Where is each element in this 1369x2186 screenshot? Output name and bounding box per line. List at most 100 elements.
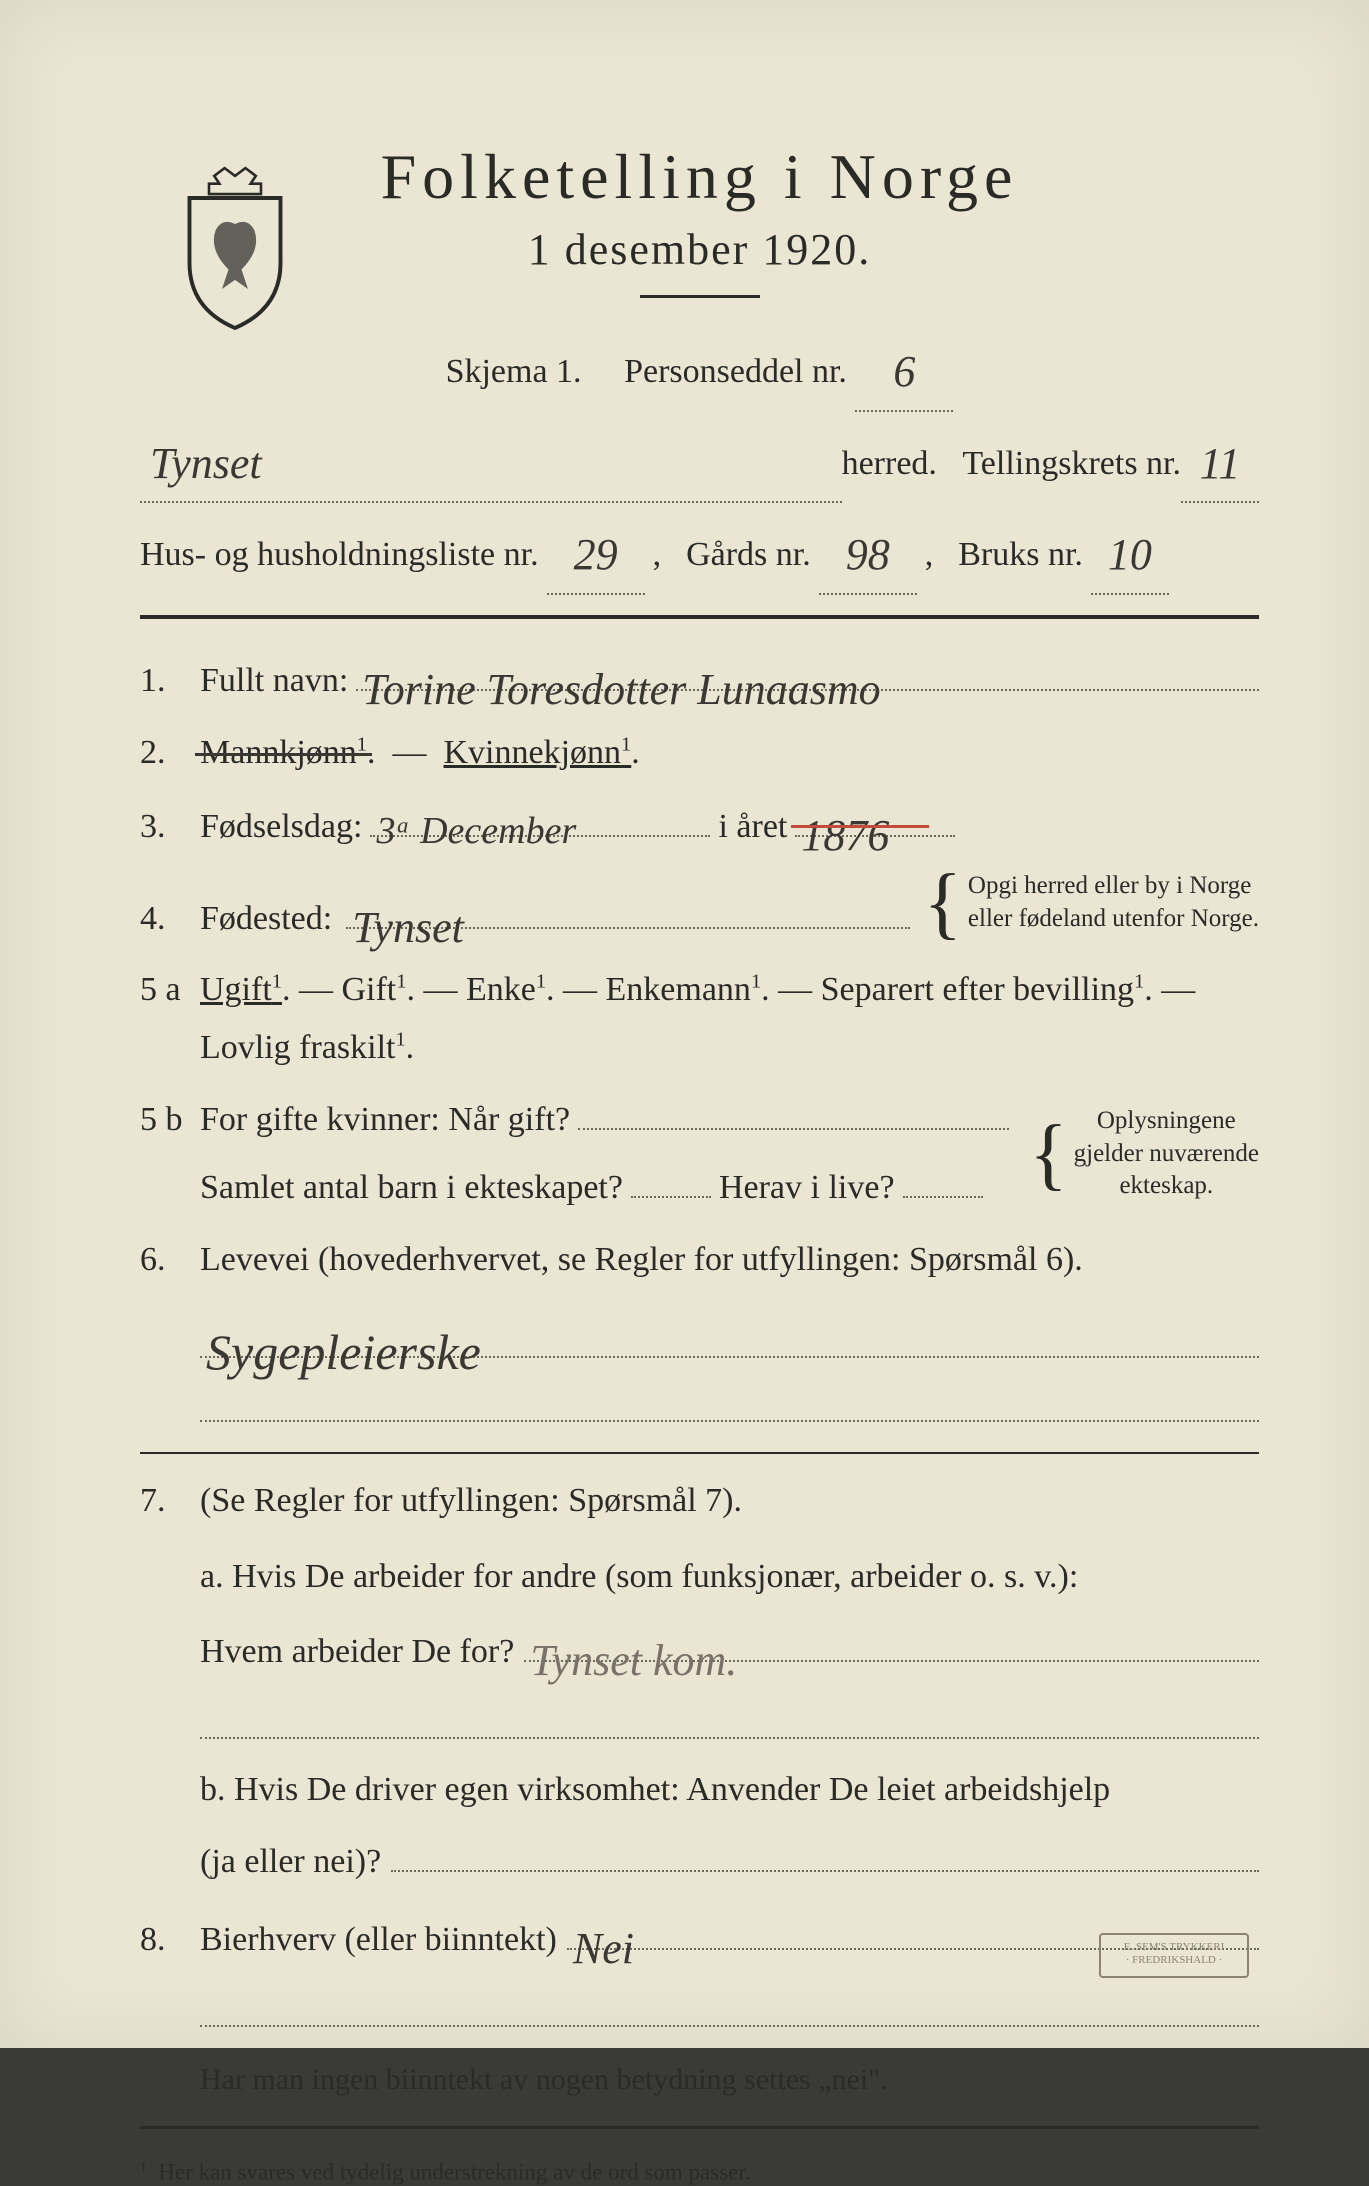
gards-label: Gårds nr. <box>686 523 811 588</box>
bruks-nr-field: 10 <box>1091 509 1169 595</box>
q5b-barn-field <box>631 1166 711 1198</box>
header-divider <box>640 295 760 298</box>
stamp-l1: E. SEM'S TRYKKERI <box>1124 1941 1225 1953</box>
q2-kvinne: Kvinnekjønn1 <box>443 734 631 771</box>
coat-of-arms-icon <box>170 165 300 335</box>
q5a-enkemann: Enkemann1 <box>606 971 762 1008</box>
q3-mid: i året <box>718 798 787 856</box>
q4-field: Tynset <box>346 887 909 929</box>
q1-row: 1. Fullt navn: Torine Toresdotter Lunaas… <box>140 649 1259 710</box>
q4-note-l1: Opgi herred eller by i Norge <box>968 872 1251 899</box>
q5b-note: { Oplysningene gjelder nuværende ekteska… <box>1029 1105 1259 1203</box>
q8-num: 8. <box>140 1911 200 1969</box>
q5b-note-l1: Oplysningene <box>1097 1107 1236 1134</box>
hus-label: Hus- og husholdningsliste nr. <box>140 523 539 588</box>
q7b-field <box>391 1834 1259 1872</box>
q7a-field: Tynset kom. <box>524 1620 1259 1662</box>
q7a-value: Tynset kom. <box>530 1624 737 1666</box>
herred-field: Tynset <box>140 418 842 504</box>
q7b-label: b. Hvis De driver egen virksomhet: Anven… <box>200 1771 1110 1808</box>
q7-label: (Se Regler for utfyllingen: Spørsmål 7). <box>200 1482 742 1519</box>
q1-value: Torine Toresdotter Lunaasmo <box>362 653 880 695</box>
tellingskrets-nr: 11 <box>1200 439 1241 488</box>
q6-num: 6. <box>140 1231 200 1289</box>
meta-line-2: Tynset herred. Tellingskrets nr. 11 <box>140 418 1259 504</box>
census-form-page: Folketelling i Norge 1 desember 1920. Sk… <box>0 0 1369 2048</box>
q2-mann: Mannkjønn1 <box>200 734 367 771</box>
q5b-num: 5 b <box>140 1091 200 1149</box>
form-header: Folketelling i Norge 1 desember 1920. <box>140 140 1259 298</box>
personseddel-nr-field: 6 <box>855 326 953 412</box>
q5a-sep: Separert efter bevilling1 <box>821 971 1145 1008</box>
q5a-gift: Gift1 <box>341 971 406 1008</box>
section-divider-2 <box>140 1452 1259 1454</box>
q7a-label: a. Hvis De arbeider for andre (som funks… <box>200 1558 1078 1595</box>
stamp-l2: · FREDRIKSHALD · <box>1126 1954 1223 1966</box>
q7a: a. Hvis De arbeider for andre (som funks… <box>200 1548 1259 1739</box>
q8-label: Bierhverv (eller biinntekt) <box>200 1911 557 1969</box>
footnote-marker: 1 <box>140 2159 147 2174</box>
q5b-note-l3: ekteskap. <box>1119 1172 1213 1199</box>
q3-num: 3. <box>140 798 200 856</box>
q3-day-field: 3ᵃ December <box>370 795 710 837</box>
gards-nr: 98 <box>846 530 890 579</box>
q4-num: 4. <box>140 890 200 948</box>
q3-row: 3. Fødselsdag: 3ᵃ December i året 1876 <box>140 795 1259 856</box>
q3-year: 1876 <box>801 799 889 841</box>
q4-note: { Opgi herred eller by i Norge eller fød… <box>924 870 1260 935</box>
gards-nr-field: 98 <box>819 509 917 595</box>
q5a-ugift: Ugift1 <box>200 971 282 1008</box>
q1-field: Torine Toresdotter Lunaasmo <box>356 649 1259 691</box>
q7b-q: (ja eller nei)? <box>200 1833 381 1891</box>
q8-value: Nei <box>573 1912 634 1954</box>
q8-field-2 <box>200 1989 1259 2027</box>
q8-row: 8. Bierhverv (eller biinntekt) Nei <box>140 1908 1259 1969</box>
footer-divider <box>140 2126 1259 2129</box>
q1-num: 1. <box>140 652 200 710</box>
q7a-field-2 <box>200 1701 1259 1739</box>
section-divider-1 <box>140 615 1259 619</box>
q5b-l2a: Samlet antal barn i ekteskapet? <box>200 1159 623 1217</box>
q8-note: Har man ingen biinntekt av nogen betydni… <box>200 2051 1259 2108</box>
hus-nr: 29 <box>574 530 618 579</box>
herred-label: herred. <box>842 432 937 497</box>
q4-label: Fødested: <box>200 890 332 948</box>
q7a-q: Hvem arbeider De for? <box>200 1623 514 1681</box>
q2-num: 2. <box>140 724 200 782</box>
q4-note-l2: eller fødeland utenfor Norge. <box>968 905 1259 932</box>
bruks-label: Bruks nr. <box>958 523 1083 588</box>
personseddel-label: Personseddel nr. <box>624 353 847 390</box>
q5a-num: 5 a <box>140 961 200 1019</box>
q3-day: 3ᵃ December <box>376 799 576 841</box>
meta-line-3: Hus- og husholdningsliste nr. 29 , Gårds… <box>140 509 1259 595</box>
q6-value: Sygepleierske <box>206 1310 481 1362</box>
skjema-label: Skjema 1. <box>446 353 582 390</box>
personseddel-nr: 6 <box>893 347 915 396</box>
q2-row: 2. Mannkjønn1. — Kvinnekjønn1. <box>140 724 1259 782</box>
q4-value: Tynset <box>352 891 464 933</box>
q5a-fraskilt: Lovlig fraskilt1 <box>200 1029 406 1066</box>
footnote: 1 Her kan svares ved tydelig understrekn… <box>140 2159 1259 2186</box>
q6-field-2 <box>200 1380 1259 1422</box>
form-title: Folketelling i Norge <box>140 140 1259 214</box>
q5b-note-l2: gjelder nuværende <box>1074 1140 1259 1167</box>
tellingskrets-label: Tellingskrets nr. <box>962 432 1181 497</box>
q7-row: 7. (Se Regler for utfyllingen: Spørsmål … <box>140 1472 1259 1890</box>
q5b-live-field <box>903 1166 983 1198</box>
q4-row: 4. Fødested: Tynset { Opgi herred eller … <box>140 870 1259 947</box>
q5b-gift-field <box>578 1098 1009 1130</box>
form-subtitle: 1 desember 1920. <box>140 224 1259 275</box>
q5b-row: 5 b For gifte kvinner: Når gift? Samlet … <box>140 1091 1259 1217</box>
q6-field: Sygepleierske <box>200 1306 1259 1358</box>
q3-label: Fødselsdag: <box>200 798 362 856</box>
q5b-l2b: Herav i live? <box>719 1159 895 1217</box>
q1-label: Fullt navn: <box>200 652 348 710</box>
printer-stamp: E. SEM'S TRYKKERI · FREDRIKSHALD · <box>1099 1933 1249 1978</box>
q5a-row: 5 a Ugift1. — Gift1. — Enke1. — Enkemann… <box>140 961 1259 1077</box>
q6-row: 6. Levevei (hovederhvervet, se Regler fo… <box>140 1231 1259 1423</box>
bruks-nr: 10 <box>1108 530 1152 579</box>
q3-year-field: 1876 <box>795 795 955 837</box>
q6-label: Levevei (hovederhvervet, se Regler for u… <box>200 1241 1083 1278</box>
q7-num: 7. <box>140 1472 200 1530</box>
footnote-text: Her kan svares ved tydelig understreknin… <box>158 2160 750 2185</box>
